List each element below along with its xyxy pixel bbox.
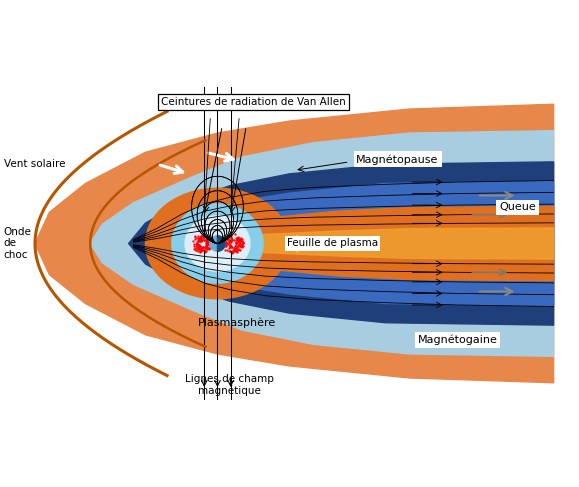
Text: Plasmasphère: Plasmasphère [197, 318, 276, 328]
Text: Queue: Queue [499, 203, 536, 212]
Polygon shape [35, 104, 554, 383]
Text: Vent solaire: Vent solaire [4, 159, 65, 169]
Polygon shape [145, 206, 554, 281]
Polygon shape [90, 131, 554, 356]
Polygon shape [218, 236, 225, 251]
FancyArrowPatch shape [472, 212, 505, 218]
Polygon shape [185, 216, 250, 271]
Text: Onde
de
choc: Onde de choc [4, 227, 32, 260]
Circle shape [210, 236, 225, 251]
Text: Magnétogaine: Magnétogaine [417, 334, 497, 345]
Polygon shape [218, 228, 554, 259]
Polygon shape [172, 204, 263, 283]
Text: Feuille de plasma: Feuille de plasma [287, 239, 378, 248]
Polygon shape [145, 188, 290, 299]
Text: Magnétopause: Magnétopause [356, 154, 439, 165]
Polygon shape [145, 181, 554, 306]
Text: Lignes de champ
magnétique: Lignes de champ magnétique [185, 374, 274, 396]
Text: Ceintures de radiation de Van Allen: Ceintures de radiation de Van Allen [161, 97, 346, 107]
FancyArrowPatch shape [472, 269, 505, 275]
Polygon shape [129, 162, 554, 325]
